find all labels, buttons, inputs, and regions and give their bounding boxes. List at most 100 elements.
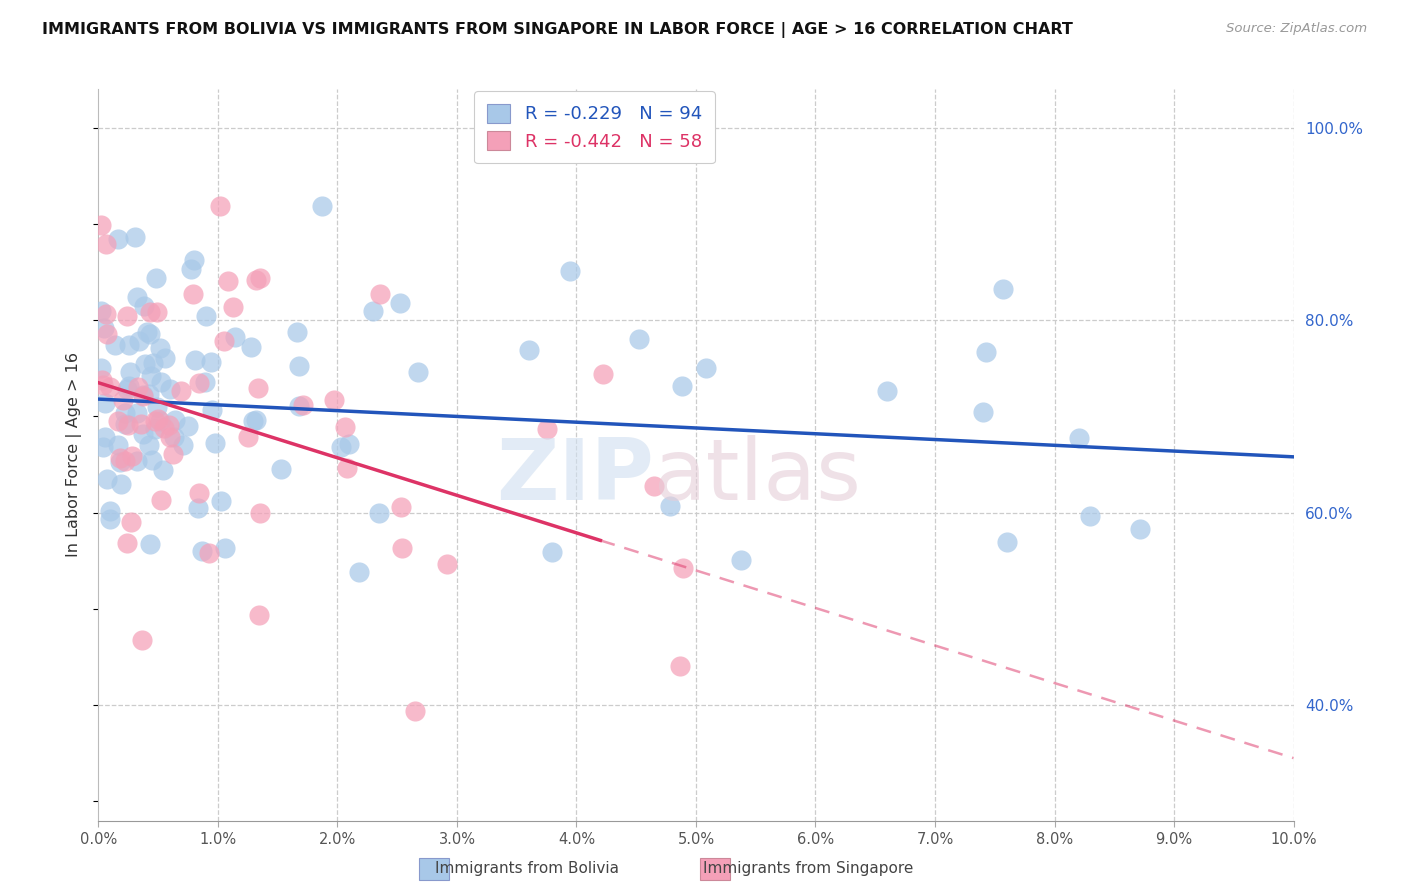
Point <box>96 472 118 486</box>
Point <box>91 378 114 392</box>
Point <box>93 430 115 444</box>
Point <box>138 438 160 452</box>
Point <box>98 512 121 526</box>
Point <box>128 334 150 348</box>
Text: Source: ZipAtlas.com: Source: ZipAtlas.com <box>1226 22 1367 36</box>
Point <box>91 373 114 387</box>
Point <box>222 300 245 314</box>
Point <box>149 492 172 507</box>
Point <box>100 504 122 518</box>
Point <box>201 403 224 417</box>
Text: atlas: atlas <box>654 435 862 518</box>
Point <box>165 413 187 427</box>
Point <box>214 334 236 348</box>
Point <box>517 343 540 358</box>
Point <box>194 375 217 389</box>
Point <box>149 414 172 428</box>
Point <box>560 264 582 278</box>
Point <box>336 461 359 475</box>
Point <box>132 426 155 441</box>
Point <box>143 414 166 428</box>
Point <box>671 378 693 392</box>
Point <box>406 365 429 379</box>
Point <box>115 536 138 550</box>
Point <box>995 535 1018 549</box>
Point <box>127 454 149 468</box>
Point <box>187 500 209 515</box>
Point <box>172 438 194 452</box>
Point <box>239 340 262 354</box>
Point <box>180 261 202 276</box>
Point <box>114 454 136 468</box>
Point <box>127 379 149 393</box>
Point <box>361 303 384 318</box>
Bar <box>419 858 449 880</box>
Point <box>188 376 211 390</box>
Point <box>367 506 389 520</box>
Point <box>135 326 157 340</box>
Point <box>197 546 219 560</box>
Point <box>200 355 222 369</box>
Point <box>391 541 413 555</box>
Point <box>1067 431 1090 445</box>
Point <box>224 330 246 344</box>
Bar <box>700 858 730 880</box>
Point <box>145 270 167 285</box>
Point <box>127 406 149 420</box>
Point <box>108 451 131 466</box>
Point <box>91 440 114 454</box>
Point <box>183 253 205 268</box>
Point <box>643 479 665 493</box>
Point <box>125 290 148 304</box>
Point <box>104 337 127 351</box>
Point <box>143 422 166 436</box>
Point <box>627 332 650 346</box>
Point <box>114 406 136 420</box>
Point <box>131 632 153 647</box>
Point <box>214 541 236 555</box>
Point <box>134 299 156 313</box>
Point <box>541 545 564 559</box>
Point <box>238 430 260 444</box>
Point <box>323 392 346 407</box>
Point <box>217 274 239 288</box>
Point <box>153 351 176 365</box>
Point <box>1129 522 1152 536</box>
Point <box>337 437 360 451</box>
Point <box>1078 508 1101 523</box>
Point <box>209 493 232 508</box>
Point <box>146 305 169 319</box>
Legend: R = -0.229   N = 94, R = -0.442   N = 58: R = -0.229 N = 94, R = -0.442 N = 58 <box>474 91 714 163</box>
Point <box>96 326 118 341</box>
Point <box>249 506 271 520</box>
Point <box>110 477 132 491</box>
Point <box>183 353 205 368</box>
Point <box>404 704 426 718</box>
Point <box>242 414 264 428</box>
Point <box>191 544 214 558</box>
Point <box>98 380 121 394</box>
Point <box>285 325 308 339</box>
Point <box>592 368 614 382</box>
Point <box>107 231 129 245</box>
Point <box>90 218 112 232</box>
Point <box>974 345 997 359</box>
Point <box>139 537 162 551</box>
Point <box>110 455 132 469</box>
Point <box>118 379 141 393</box>
Point <box>291 398 314 412</box>
Point <box>115 382 138 396</box>
Point <box>142 356 165 370</box>
Point <box>107 414 129 428</box>
Point <box>181 286 204 301</box>
Point <box>159 382 181 396</box>
Point <box>245 413 267 427</box>
Point <box>209 199 232 213</box>
Point <box>114 417 136 432</box>
Text: IMMIGRANTS FROM BOLIVIA VS IMMIGRANTS FROM SINGAPORE IN LABOR FORCE | AGE > 16 C: IMMIGRANTS FROM BOLIVIA VS IMMIGRANTS FR… <box>42 22 1073 38</box>
Point <box>159 430 181 444</box>
Text: Immigrants from Singapore: Immigrants from Singapore <box>703 861 914 876</box>
Point <box>149 376 172 390</box>
Point <box>141 368 163 383</box>
Point <box>139 327 162 342</box>
